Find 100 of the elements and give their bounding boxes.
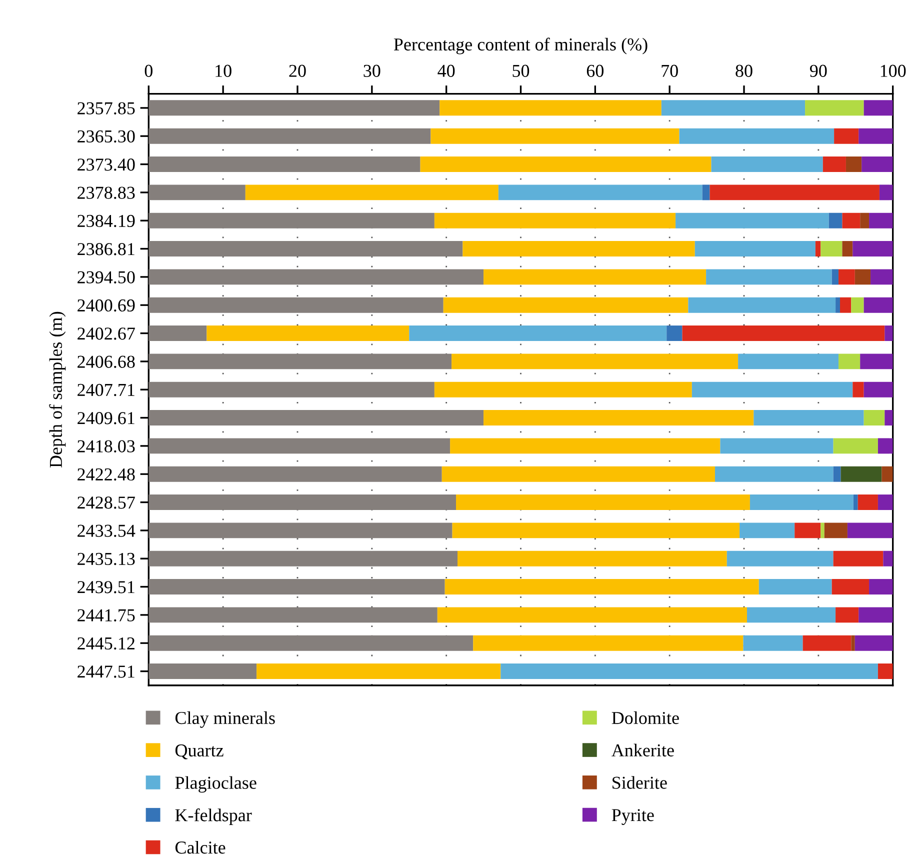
x-tick-label: 60 xyxy=(586,64,604,77)
bar xyxy=(847,522,893,538)
bar xyxy=(148,607,438,623)
bar xyxy=(440,100,662,116)
bar xyxy=(851,297,864,313)
bar xyxy=(148,664,257,680)
bar xyxy=(437,607,747,623)
bar xyxy=(148,382,434,398)
bar xyxy=(148,522,452,538)
x-tick-label: 10 xyxy=(216,64,232,77)
bar xyxy=(682,326,885,342)
bar xyxy=(878,494,893,510)
bar xyxy=(710,184,880,200)
y-tick-label: 2439.51 xyxy=(78,581,134,594)
legend-label: Pyrite xyxy=(612,809,654,825)
bar xyxy=(853,494,858,510)
bar xyxy=(838,354,860,370)
legend-label: Ankerite xyxy=(612,744,674,756)
bar xyxy=(884,410,893,426)
bar xyxy=(444,579,759,595)
y-tick-label: 2428.57 xyxy=(78,496,135,509)
bar xyxy=(836,607,859,623)
bar xyxy=(688,297,836,313)
y-tick-label: 2373.40 xyxy=(78,158,135,171)
y-tick-label: 2406.68 xyxy=(78,356,135,368)
bar xyxy=(720,438,834,454)
bar xyxy=(148,128,431,144)
bar xyxy=(860,354,893,370)
bar xyxy=(443,297,688,313)
bar xyxy=(148,466,442,482)
bar xyxy=(805,100,864,116)
x-tick-label: 80 xyxy=(736,64,752,77)
bar xyxy=(858,494,878,510)
y-tick-label: 2384.19 xyxy=(78,214,135,228)
bar xyxy=(882,466,893,482)
bar xyxy=(852,382,864,398)
bar xyxy=(148,550,458,566)
bar xyxy=(858,607,893,623)
bar xyxy=(706,269,832,285)
bar xyxy=(702,184,710,200)
bar xyxy=(869,212,893,228)
bar xyxy=(409,326,667,342)
bar xyxy=(838,269,855,285)
bar xyxy=(869,579,893,595)
bar xyxy=(743,635,803,651)
bar xyxy=(148,156,420,172)
bar xyxy=(434,212,676,228)
bar xyxy=(864,100,893,116)
bar xyxy=(726,550,834,566)
bar xyxy=(148,326,207,342)
bar xyxy=(442,466,715,482)
y-tick-label: 2365.30 xyxy=(78,130,135,143)
x-tick-label: 30 xyxy=(364,64,380,77)
bar xyxy=(500,664,878,680)
bar xyxy=(862,156,893,172)
bar xyxy=(883,550,893,566)
bar xyxy=(794,522,821,538)
bar xyxy=(245,184,498,200)
x-tick-label: 90 xyxy=(810,64,827,77)
legend-label: K-feldspar xyxy=(175,808,252,825)
y-tick-label: 2407.71 xyxy=(78,384,134,396)
bar xyxy=(851,635,855,651)
x-tick-label: 40 xyxy=(438,64,455,77)
bar xyxy=(758,579,832,595)
legend-label: Quartz xyxy=(175,744,224,760)
bar xyxy=(498,184,702,200)
x-tick-label: 50 xyxy=(512,64,530,77)
x-tick-label: 70 xyxy=(662,64,678,77)
bar xyxy=(860,212,870,228)
bar xyxy=(679,128,834,144)
y-tick-label: 2422.48 xyxy=(78,468,135,481)
bar xyxy=(815,241,821,257)
bar xyxy=(802,635,852,651)
bar xyxy=(833,550,884,566)
bar xyxy=(832,579,870,595)
bar xyxy=(854,269,871,285)
bar xyxy=(256,664,501,680)
legend-label: Plagioclase xyxy=(175,776,256,793)
bar xyxy=(846,156,862,172)
bar xyxy=(452,522,740,538)
bar xyxy=(852,241,893,257)
bar xyxy=(148,241,463,257)
bar xyxy=(714,466,834,482)
y-tick-label: 2409.61 xyxy=(78,412,134,424)
x-axis-title: Percentage content of minerals (%) xyxy=(394,38,648,54)
y-tick-label: 2386.81 xyxy=(78,243,134,256)
bar xyxy=(884,326,893,342)
bar xyxy=(457,550,727,566)
bar xyxy=(148,579,445,595)
bar xyxy=(820,241,842,257)
bar xyxy=(840,297,852,313)
bar xyxy=(858,128,893,144)
bar xyxy=(820,522,824,538)
bar xyxy=(148,635,474,651)
bar xyxy=(746,607,836,623)
y-axis-title: Depth of samples (m) xyxy=(49,312,66,468)
bar xyxy=(879,184,893,200)
bar xyxy=(750,494,854,510)
bar xyxy=(754,410,864,426)
bar xyxy=(148,212,434,228)
